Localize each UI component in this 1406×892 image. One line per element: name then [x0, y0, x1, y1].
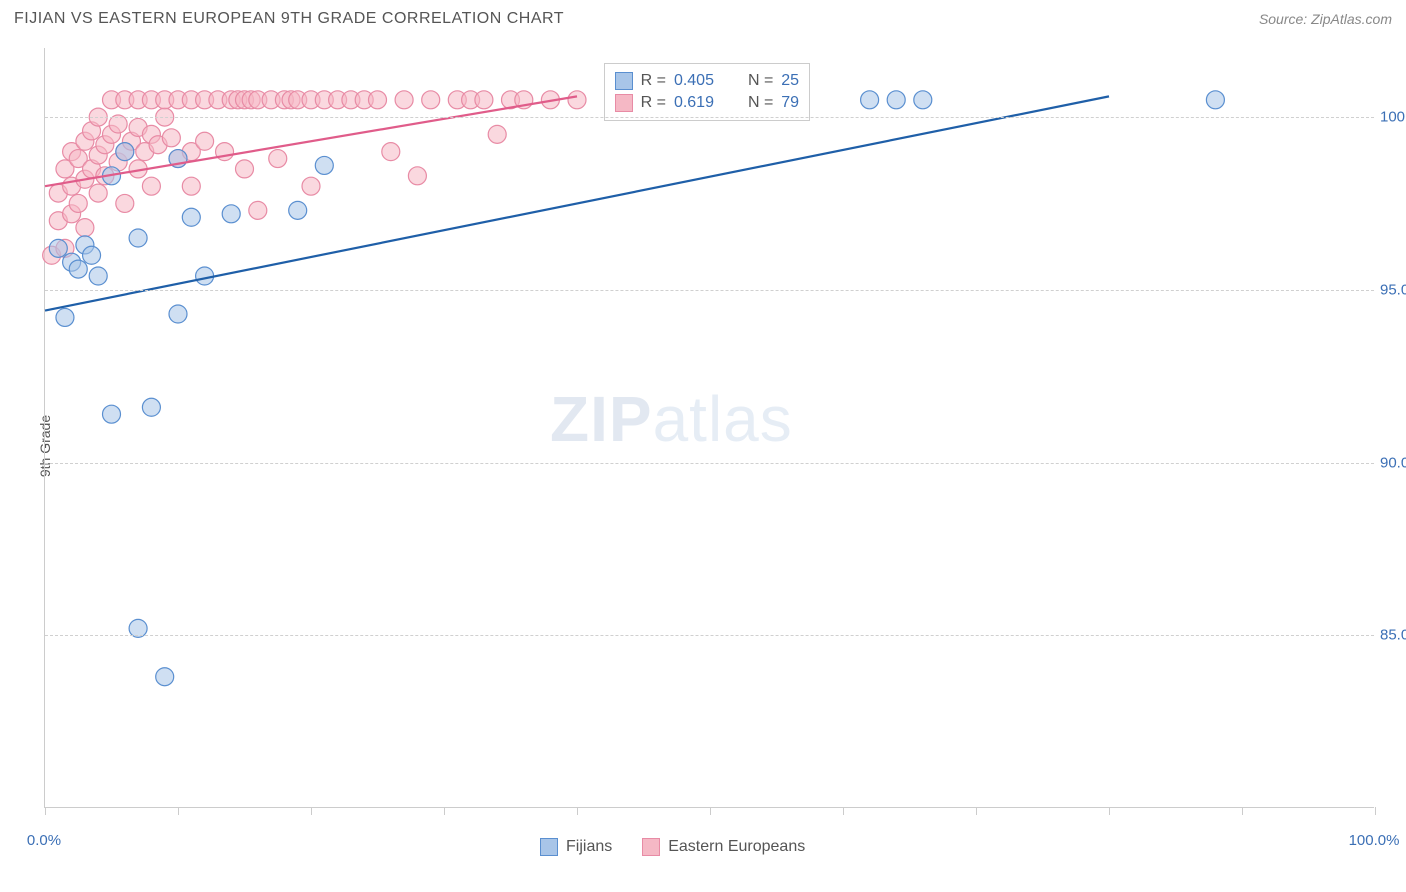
data-point [142, 398, 160, 416]
gridline-h [45, 635, 1374, 636]
legend-label: Fijians [566, 838, 612, 856]
x-tick [45, 807, 46, 815]
data-point [1206, 91, 1224, 109]
x-tick [577, 807, 578, 815]
legend-item: Eastern Europeans [642, 838, 805, 856]
data-point [568, 91, 586, 109]
chart-title: FIJIAN VS EASTERN EUROPEAN 9TH GRADE COR… [14, 10, 564, 28]
legend-row: R =0.405N =25 [615, 70, 799, 92]
legend-item: Fijians [540, 838, 612, 856]
trend-line [45, 96, 1109, 310]
data-point [103, 405, 121, 423]
data-point [289, 201, 307, 219]
x-tick [710, 807, 711, 815]
data-point [169, 305, 187, 323]
x-tick [1375, 807, 1376, 815]
x-tick [1109, 807, 1110, 815]
gridline-h [45, 117, 1374, 118]
data-point [116, 194, 134, 212]
data-point [89, 267, 107, 285]
data-point [182, 177, 200, 195]
data-point [861, 91, 879, 109]
correlation-legend: R =0.405N =25R =0.619N =79 [604, 63, 810, 121]
legend-swatch [642, 838, 660, 856]
y-tick-label: 90.0% [1380, 454, 1406, 471]
legend-row: R =0.619N =79 [615, 92, 799, 114]
x-tick [843, 807, 844, 815]
data-point [369, 91, 387, 109]
data-point [129, 229, 147, 247]
data-point [422, 91, 440, 109]
data-point [315, 156, 333, 174]
data-point [269, 150, 287, 168]
chart-plot-area: ZIPatlas R =0.405N =25R =0.619N =79 85.0… [44, 48, 1374, 808]
source-label: Source: ZipAtlas.com [1259, 11, 1392, 27]
legend-swatch [540, 838, 558, 856]
legend-swatch [615, 72, 633, 90]
data-point [914, 91, 932, 109]
data-point [116, 143, 134, 161]
gridline-h [45, 290, 1374, 291]
x-axis-label-left: 0.0% [27, 832, 61, 849]
plot-svg [45, 48, 1374, 807]
data-point [236, 160, 254, 178]
legend-label: Eastern Europeans [668, 838, 805, 856]
y-tick-label: 100.0% [1380, 109, 1406, 126]
data-point [196, 267, 214, 285]
series-legend: Fijians Eastern Europeans [540, 838, 805, 856]
data-point [488, 125, 506, 143]
data-point [69, 260, 87, 278]
data-point [83, 246, 101, 264]
data-point [408, 167, 426, 185]
y-tick-label: 85.0% [1380, 627, 1406, 644]
y-tick-label: 95.0% [1380, 281, 1406, 298]
data-point [382, 143, 400, 161]
x-axis-label-right: 100.0% [1349, 832, 1400, 849]
x-tick [976, 807, 977, 815]
data-point [76, 219, 94, 237]
data-point [162, 129, 180, 147]
data-point [222, 205, 240, 223]
data-point [475, 91, 493, 109]
data-point [142, 177, 160, 195]
data-point [302, 177, 320, 195]
x-tick [1242, 807, 1243, 815]
data-point [69, 194, 87, 212]
data-point [395, 91, 413, 109]
data-point [249, 201, 267, 219]
data-point [196, 132, 214, 150]
gridline-h [45, 463, 1374, 464]
data-point [49, 239, 67, 257]
data-point [887, 91, 905, 109]
data-point [56, 308, 74, 326]
legend-swatch [615, 94, 633, 112]
data-point [89, 184, 107, 202]
data-point [182, 208, 200, 226]
data-point [156, 668, 174, 686]
x-tick [178, 807, 179, 815]
x-tick [311, 807, 312, 815]
x-tick [444, 807, 445, 815]
